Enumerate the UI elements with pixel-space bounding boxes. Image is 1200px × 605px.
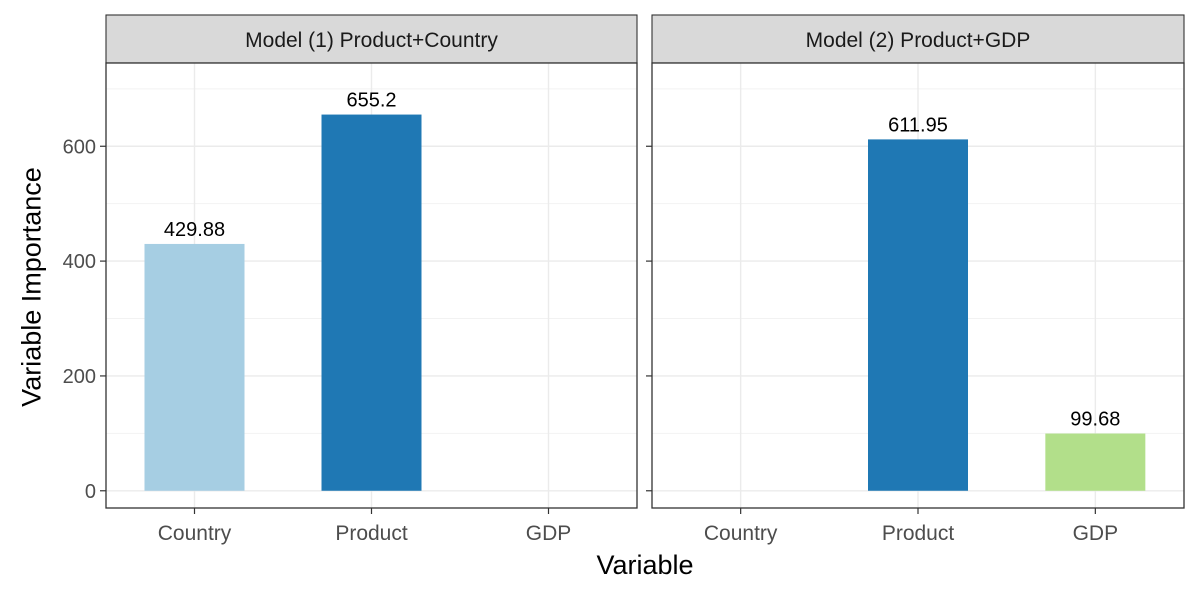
bar-product bbox=[868, 139, 968, 491]
facet-panel-1: Model (1) Product+Country 429.88 655.2 Coun… bbox=[63, 14, 638, 545]
y-tick-label: 0 bbox=[85, 481, 96, 503]
data-label-product: 611.95 bbox=[888, 114, 948, 136]
x-tick-label: Product bbox=[335, 522, 408, 545]
bar-country bbox=[144, 243, 245, 491]
bar-gdp bbox=[1045, 433, 1146, 491]
bar-product bbox=[321, 114, 422, 491]
data-label-country: 429.88 bbox=[164, 219, 225, 241]
facet-strip-title: Model (1) Product+Country bbox=[245, 29, 498, 52]
facet-strip bbox=[651, 14, 1185, 64]
x-tick-label: GDP bbox=[1073, 522, 1119, 545]
x-tick-label: Country bbox=[158, 522, 232, 545]
facet-panel-2: Model (2) Product+GDP 611.95 99.68 Country P… bbox=[646, 14, 1185, 545]
y-tick-label: 200 bbox=[63, 366, 96, 388]
data-label-gdp: 99.68 bbox=[1070, 409, 1120, 431]
x-tick-label: GDP bbox=[526, 522, 572, 545]
y-tick-label: 400 bbox=[63, 251, 96, 273]
x-axis-title: Variable bbox=[596, 550, 694, 580]
y-axis-title: Variable Importance bbox=[16, 167, 47, 407]
x-tick-label: Country bbox=[704, 522, 778, 545]
facet-strip-title: Model (2) Product+GDP bbox=[806, 29, 1031, 52]
data-label-product: 655.2 bbox=[346, 90, 396, 112]
y-tick-label: 600 bbox=[63, 136, 96, 158]
x-tick-label: Product bbox=[882, 522, 955, 545]
facet-strip bbox=[105, 14, 638, 64]
